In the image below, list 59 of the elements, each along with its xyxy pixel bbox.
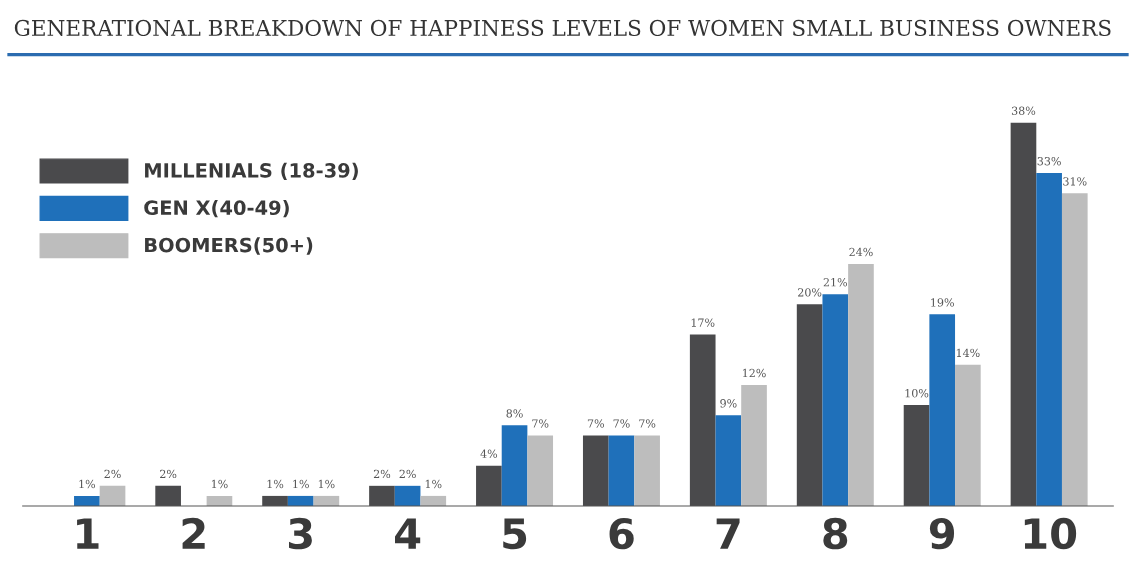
- bar: [608, 435, 635, 506]
- x-tick-label: 4: [395, 518, 421, 549]
- legend-label: GEN X(40-49): [144, 200, 289, 218]
- bar: [287, 495, 314, 506]
- bar: [1036, 173, 1062, 506]
- bar: [929, 314, 956, 506]
- x-tick-label: 2: [182, 517, 205, 549]
- data-label: 1%: [425, 479, 442, 489]
- data-label: 1%: [267, 479, 284, 489]
- bar: [955, 364, 981, 506]
- data-label: 2%: [160, 469, 177, 479]
- data-label: 1%: [318, 479, 335, 489]
- bar: [848, 263, 874, 506]
- data-label: 14%: [956, 348, 980, 358]
- bar: [634, 435, 660, 506]
- x-tick-label: 5: [503, 518, 527, 550]
- data-label: 7%: [613, 419, 630, 428]
- x-tick-label: 3: [289, 517, 312, 550]
- data-label: 4%: [480, 449, 498, 458]
- x-tick-label: 8: [823, 517, 848, 550]
- data-label: 1%: [293, 479, 309, 489]
- bar: [501, 425, 528, 506]
- data-label: 7%: [587, 419, 604, 428]
- bar: [394, 485, 421, 506]
- bar: [99, 485, 126, 506]
- x-tick-label: 1: [77, 518, 99, 549]
- data-label: 7%: [532, 419, 549, 428]
- x-tick-label: 6: [609, 517, 634, 550]
- data-label: 2%: [399, 469, 416, 479]
- data-label: 24%: [849, 247, 873, 257]
- data-label: 38%: [1011, 106, 1036, 115]
- data-label: 10%: [905, 389, 929, 398]
- data-label: 2%: [104, 469, 121, 479]
- bar: [1061, 193, 1088, 506]
- bar: [822, 294, 849, 506]
- data-label: 7%: [639, 419, 656, 428]
- x-tick-label: 9: [929, 517, 955, 550]
- data-label: 8%: [506, 409, 523, 418]
- data-label: 20%: [798, 288, 822, 297]
- chart-title: GENERATIONAL BREAKDOWN OF HAPPINESS LEVELS OF WOMEN SMALL BUSINESS OWNERS: [14, 19, 1111, 37]
- legend-label: MILLENIALS (18-39): [145, 162, 358, 181]
- data-label: 2%: [373, 469, 391, 479]
- data-label: 9%: [720, 399, 737, 408]
- data-label: 1%: [211, 479, 228, 489]
- bar: [420, 495, 447, 506]
- x-tick-label: 10: [1024, 517, 1077, 550]
- data-label: 1%: [79, 479, 96, 489]
- bar: [527, 435, 554, 506]
- data-label: 33%: [1037, 156, 1061, 166]
- x-tick-label: 7: [716, 518, 740, 549]
- bar: [74, 495, 100, 506]
- data-label: 31%: [1063, 177, 1087, 186]
- data-label: 21%: [823, 278, 848, 287]
- bar: [741, 384, 767, 506]
- legend-label: BOOMERS(50+): [145, 237, 313, 255]
- bar: [715, 415, 742, 506]
- data-label: 17%: [691, 318, 715, 327]
- data-label: 19%: [931, 298, 954, 307]
- data-label: 12%: [743, 368, 766, 378]
